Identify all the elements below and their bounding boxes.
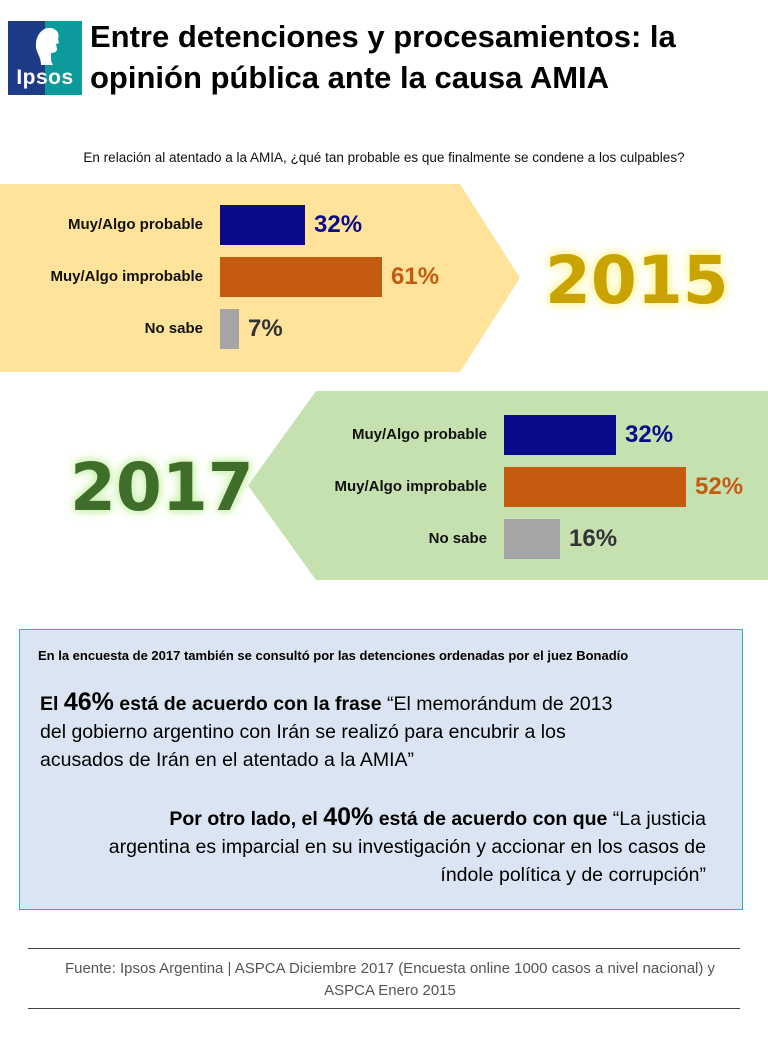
- category-label-no-sabe: No sabe: [144, 320, 203, 337]
- value-label-probable: 32%: [314, 211, 363, 238]
- p1-pre: El: [40, 693, 64, 715]
- value-label-improbable: 52%: [695, 473, 744, 500]
- p1-bold: está de acuerdo con la frase: [113, 693, 388, 715]
- year-2015-label: 2015: [545, 242, 729, 319]
- category-label-improbable: Muy/Algo improbable: [50, 268, 203, 285]
- value-label-no-sabe: 7%: [248, 315, 283, 342]
- logo-text: Ipsos: [16, 66, 74, 89]
- p2-percentage: 40%: [323, 803, 374, 831]
- p2-bold: está de acuerdo con que: [373, 808, 613, 830]
- survey-question: En relación al atentado a la AMIA, ¿qué …: [83, 150, 685, 165]
- footer-divider-bottom: [28, 1008, 740, 1009]
- year-2017-label: 2017: [70, 449, 254, 526]
- value-label-no-sabe: 16%: [569, 525, 618, 552]
- ipsos-logo: Ipsos: [8, 21, 82, 95]
- category-label-probable: Muy/Algo probable: [68, 216, 203, 233]
- p2-pre: Por otro lado, el: [169, 808, 324, 830]
- info-box: [19, 629, 743, 910]
- page-title: Entre detenciones y procesamientos: la o…: [90, 16, 750, 98]
- p1-percentage: 46%: [63, 688, 114, 716]
- info-paragraph-1: El 46% está de acuerdo con la frase “El …: [40, 688, 630, 774]
- bar-probable: [504, 415, 616, 455]
- category-label-improbable: Muy/Algo improbable: [334, 478, 487, 495]
- bar-no-sabe: [504, 519, 560, 559]
- bar-probable: [220, 205, 305, 245]
- value-label-improbable: 61%: [391, 263, 440, 290]
- source-note: Fuente: Ipsos Argentina | ASPCA Diciembr…: [64, 960, 716, 999]
- bar-improbable: [504, 467, 686, 507]
- title-line-1: Entre detenciones y procesamientos: la: [90, 19, 676, 54]
- category-label-no-sabe: No sabe: [428, 530, 487, 547]
- info-paragraph-2: Por otro lado, el 40% está de acuerdo co…: [90, 803, 706, 889]
- bar-no-sabe: [220, 309, 239, 349]
- head-profile-icon: [35, 27, 59, 65]
- category-label-probable: Muy/Algo probable: [352, 426, 487, 443]
- title-line-2: opinión pública ante la causa AMIA: [90, 60, 610, 95]
- footer-divider-top: [28, 948, 740, 949]
- p2-quote: “La justicia argentina es imparcial en s…: [108, 808, 706, 886]
- value-label-probable: 32%: [625, 421, 674, 448]
- p1-quote: “El memorándum de 2013 del gobierno arge…: [40, 693, 613, 771]
- bar-improbable: [220, 257, 382, 297]
- info-heading: En la encuesta de 2017 también se consul…: [38, 648, 629, 663]
